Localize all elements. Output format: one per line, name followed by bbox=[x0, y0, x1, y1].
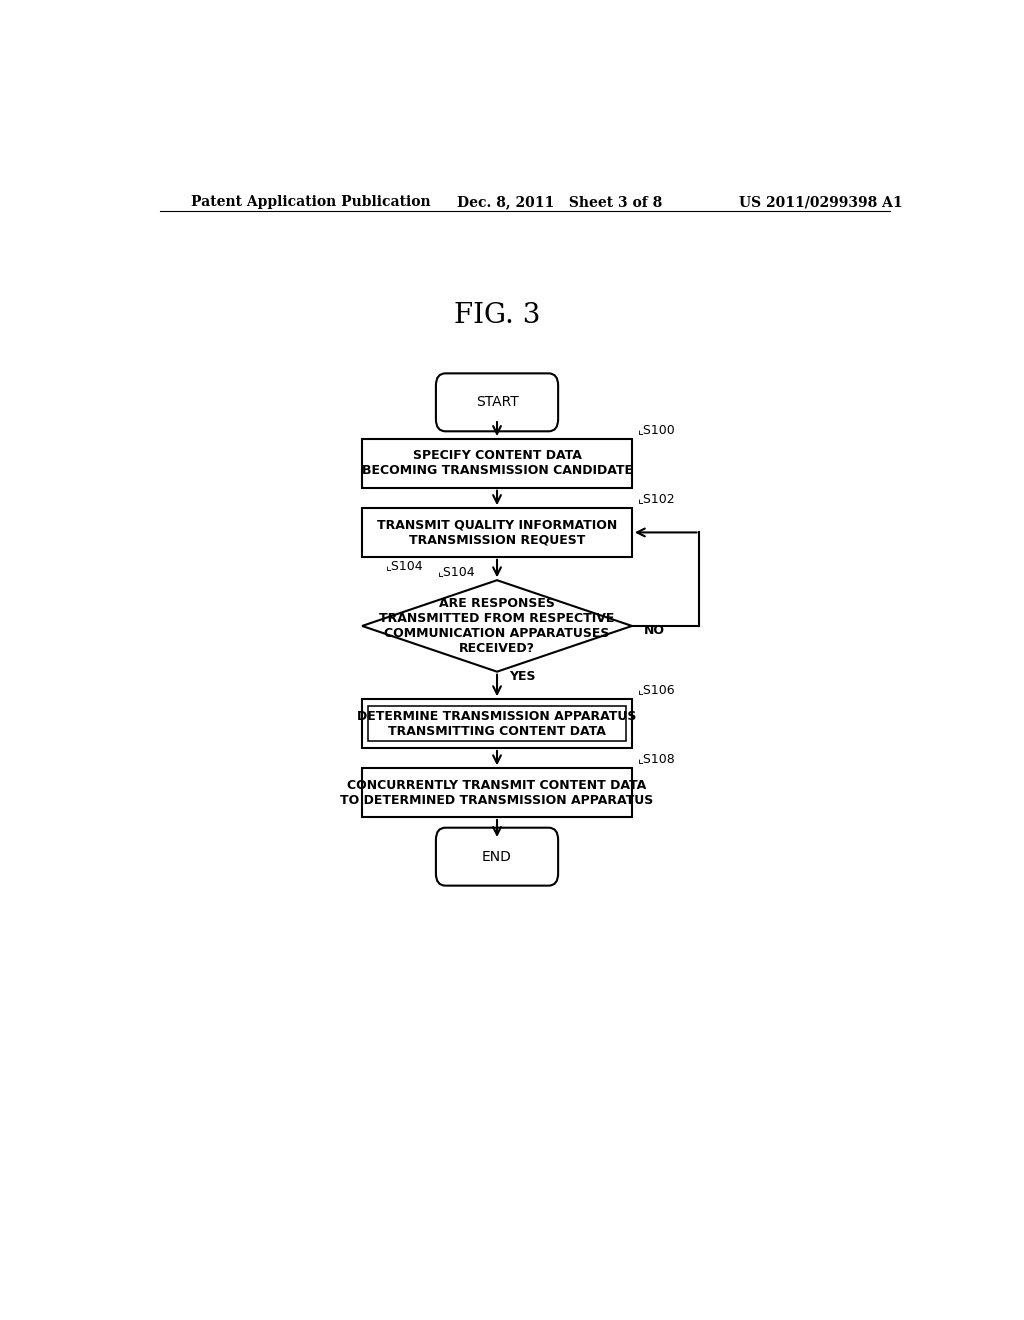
Text: END: END bbox=[482, 850, 512, 863]
Bar bbox=[368, 706, 627, 741]
Text: US 2011/0299398 A1: US 2011/0299398 A1 bbox=[739, 195, 903, 209]
Bar bbox=[362, 440, 632, 487]
Text: ⌞S104: ⌞S104 bbox=[386, 560, 424, 572]
Text: START: START bbox=[476, 395, 518, 409]
Bar bbox=[362, 700, 632, 748]
Text: ⌞S100: ⌞S100 bbox=[638, 422, 676, 436]
Text: FIG. 3: FIG. 3 bbox=[454, 302, 541, 330]
Text: NO: NO bbox=[644, 623, 665, 636]
Bar bbox=[362, 508, 632, 557]
FancyBboxPatch shape bbox=[436, 374, 558, 432]
FancyBboxPatch shape bbox=[436, 828, 558, 886]
Text: ⌞S108: ⌞S108 bbox=[638, 752, 676, 766]
Text: DETERMINE TRANSMISSION APPARATUS
TRANSMITTING CONTENT DATA: DETERMINE TRANSMISSION APPARATUS TRANSMI… bbox=[357, 710, 637, 738]
Bar bbox=[362, 768, 632, 817]
Polygon shape bbox=[362, 581, 632, 672]
Text: Patent Application Publication: Patent Application Publication bbox=[191, 195, 431, 209]
Text: ARE RESPONSES
TRANSMITTED FROM RESPECTIVE
COMMUNICATION APPARATUSES
RECEIVED?: ARE RESPONSES TRANSMITTED FROM RESPECTIV… bbox=[379, 597, 614, 655]
Text: Dec. 8, 2011   Sheet 3 of 8: Dec. 8, 2011 Sheet 3 of 8 bbox=[458, 195, 663, 209]
Text: ⌞S102: ⌞S102 bbox=[638, 492, 676, 506]
Text: ⌞S104: ⌞S104 bbox=[437, 565, 475, 578]
Text: CONCURRENTLY TRANSMIT CONTENT DATA
TO DETERMINED TRANSMISSION APPARATUS: CONCURRENTLY TRANSMIT CONTENT DATA TO DE… bbox=[340, 779, 653, 807]
Text: ⌞S106: ⌞S106 bbox=[638, 682, 676, 696]
Text: YES: YES bbox=[509, 671, 536, 684]
Text: TRANSMIT QUALITY INFORMATION
TRANSMISSION REQUEST: TRANSMIT QUALITY INFORMATION TRANSMISSIO… bbox=[377, 519, 617, 546]
Text: SPECIFY CONTENT DATA
BECOMING TRANSMISSION CANDIDATE: SPECIFY CONTENT DATA BECOMING TRANSMISSI… bbox=[361, 449, 633, 478]
